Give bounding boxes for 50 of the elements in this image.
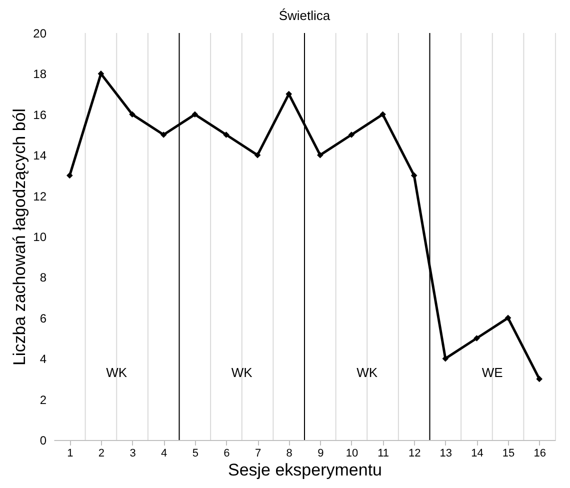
- point: [410, 172, 418, 179]
- y-tick-label: 14: [33, 148, 47, 163]
- x-tick-label: 10: [346, 448, 358, 460]
- y-tick-label: 0: [40, 434, 47, 448]
- y-tick-label: 2: [40, 392, 47, 407]
- point: [348, 132, 355, 138]
- x-tick-label: 16: [534, 448, 546, 460]
- y-tick-label: 10: [33, 230, 47, 244]
- point: [254, 152, 261, 158]
- x-tick-label: 9: [318, 448, 324, 460]
- point: [98, 70, 104, 77]
- point: [223, 132, 230, 138]
- y-tick-label: 18: [33, 67, 47, 82]
- point: [474, 335, 480, 342]
- x-tick-label: 2: [98, 448, 105, 460]
- x-tick-label: 4: [161, 448, 168, 460]
- y-tick-label: 4: [40, 352, 47, 366]
- point: [66, 172, 73, 179]
- band-label: WK: [106, 364, 128, 380]
- point: [380, 111, 386, 118]
- x-tick-label: 8: [286, 448, 292, 460]
- point: [286, 90, 292, 98]
- band-label: WK: [356, 364, 378, 380]
- y-tick-label: 20: [33, 26, 47, 40]
- chart-title: Świetlica: [278, 8, 331, 23]
- x-tick-label: 7: [254, 448, 262, 460]
- x-tick-label: 15: [502, 448, 515, 460]
- y-tick-label: 16: [33, 108, 47, 122]
- x-tick-label: 3: [130, 448, 136, 460]
- point: [129, 111, 136, 118]
- point: [192, 111, 198, 118]
- point: [442, 355, 449, 362]
- x-tick-label: 5: [192, 448, 198, 460]
- point: [160, 132, 167, 138]
- x-tick-label: 6: [224, 448, 230, 460]
- x-tick-label: 14: [471, 448, 484, 460]
- x-tick-label: 1: [67, 448, 74, 460]
- point: [316, 152, 324, 158]
- x-axis-title: Sesje eksperymentu: [228, 460, 382, 480]
- y-tick-label: 6: [40, 311, 47, 326]
- x-tick-label: 12: [408, 448, 421, 460]
- band-label: WE: [482, 364, 504, 380]
- y-tick-label: 12: [33, 189, 47, 204]
- point: [504, 314, 512, 322]
- point: [536, 376, 543, 382]
- x-tick-label: 11: [378, 448, 389, 460]
- y-axis-title: Liczba zachowań łagodzących ból: [10, 108, 30, 366]
- x-tick-label: 13: [440, 448, 452, 460]
- y-tick-label: 8: [40, 270, 47, 285]
- band-label: WK: [231, 364, 253, 380]
